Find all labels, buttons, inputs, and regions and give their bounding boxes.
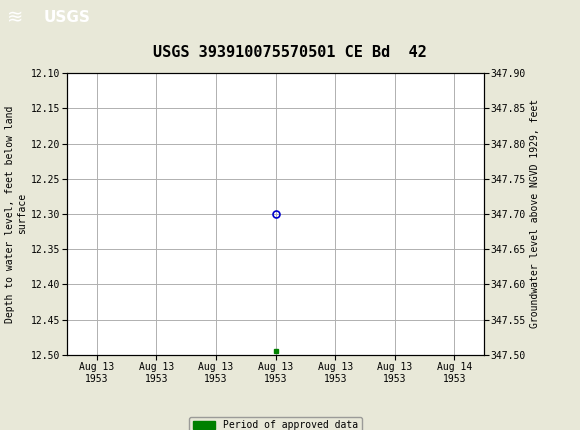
Legend: Period of approved data: Period of approved data [190,417,361,430]
Text: USGS: USGS [44,10,90,25]
Text: ≋: ≋ [7,8,23,27]
Text: USGS 393910075570501 CE Bd  42: USGS 393910075570501 CE Bd 42 [153,45,427,60]
Y-axis label: Groundwater level above NGVD 1929, feet: Groundwater level above NGVD 1929, feet [530,99,540,329]
Y-axis label: Depth to water level, feet below land
surface: Depth to water level, feet below land su… [5,105,27,322]
